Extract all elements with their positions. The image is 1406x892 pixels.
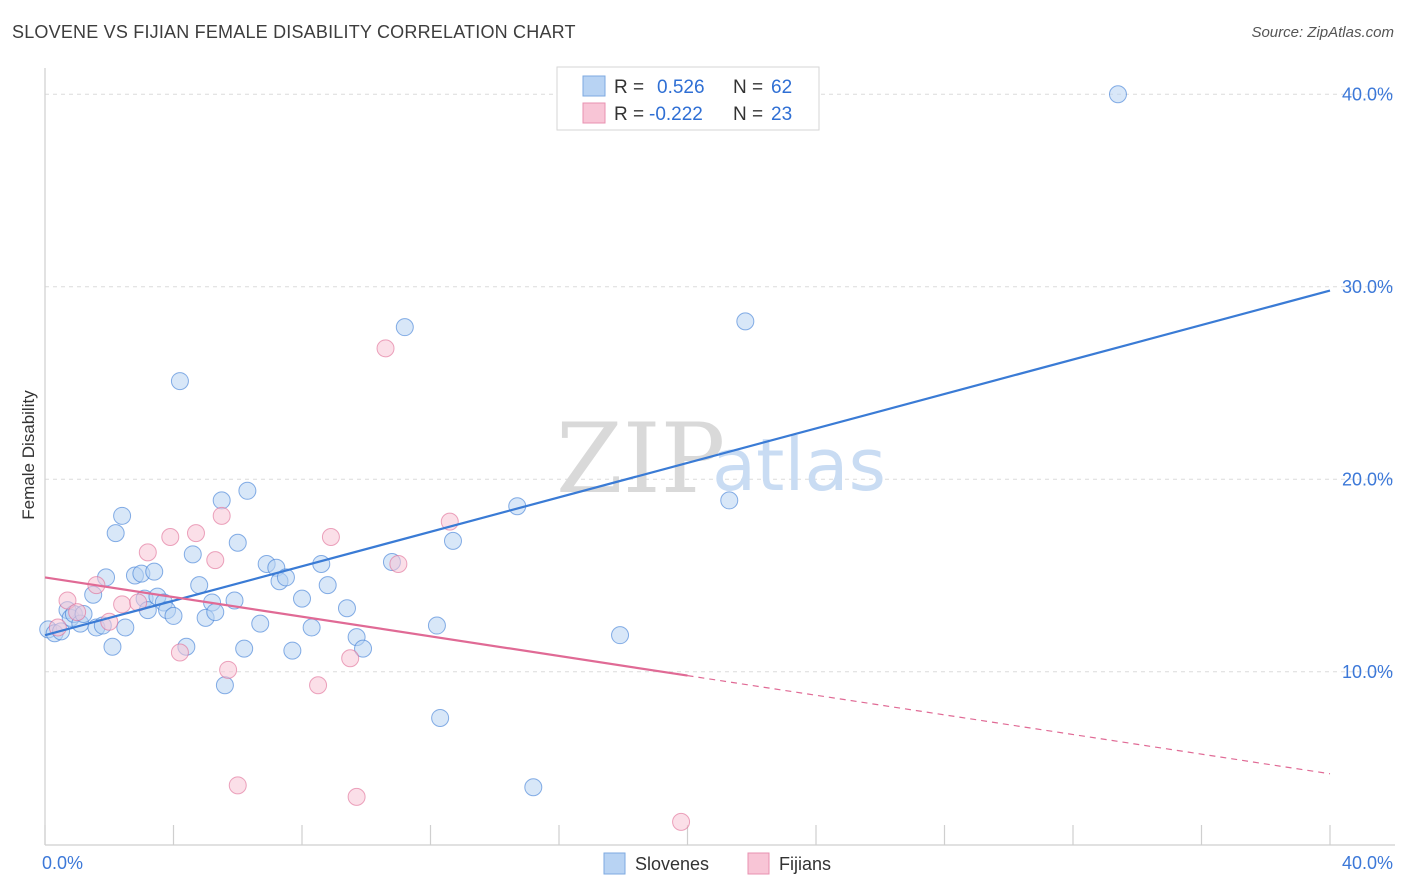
slovenes-point-15 [116,618,135,637]
slovenes-point-36 [235,639,254,658]
watermark-atlas: atlas [712,423,886,507]
chart-title: SLOVENE VS FIJIAN FEMALE DISABILITY CORR… [12,22,576,42]
fijians-point-11 [206,551,225,570]
slovenes-point-31 [206,603,225,622]
slovenes-point-27 [183,545,202,564]
x-tick-labels: 0.0% 40.0% [42,853,1393,873]
y-tick-label-3: 40.0% [1342,84,1393,104]
legend-n-value-2: 23 [771,104,792,125]
fijians-point-10 [186,524,205,543]
slovenes-point-35 [228,533,247,552]
slovenes-point-14 [113,506,132,525]
slovenes-point-57 [524,778,543,797]
slovenes-point-42 [276,568,295,587]
fijians-point-16 [321,528,340,546]
y-tick-label-0: 10.0% [1342,662,1393,682]
legend-r-label-2: R = [614,104,644,125]
slovenes-point-52 [395,318,414,337]
slovenes-point-59 [720,491,739,510]
slovenes-point-13 [106,524,125,543]
slovenes-trend-line [44,289,1331,637]
legend-box: R = 0.526 N = 62 R = -0.222 N = 23 [556,66,820,131]
legend-r-value-1: 0.526 [657,77,705,98]
slovenes-point-55 [443,531,462,550]
slovenes-point-25 [170,372,189,391]
slovenes-point-45 [302,618,321,637]
legend-n-label-1: N = [733,77,763,98]
fijians-point-7 [138,543,157,562]
fijians-point-14 [228,776,247,795]
bottom-legend-swatch-slovenes [603,852,626,875]
source-label: Source: ZipAtlas.com [1251,24,1394,41]
slovenes-point-44 [293,589,311,608]
axes [44,68,1395,846]
slovenes-point-58 [611,626,630,645]
slovenes-point-37 [238,481,257,500]
fijians-point-12 [212,506,231,525]
fijians-trend-line-extension [687,675,1331,775]
slovenes-point-53 [427,616,446,635]
fijians-point-19 [376,339,395,358]
slovenes-point-32 [212,491,231,510]
fijians-point-15 [309,676,328,695]
fijians-point-2 [68,603,87,622]
bottom-legend-swatch-fijians [747,852,770,875]
bottom-legend: Slovenes Fijians [603,852,831,875]
legend-n-label-2: N = [733,104,763,125]
slovenes-point-50 [354,639,373,658]
bottom-legend-label-slovenes: Slovenes [635,854,709,874]
slovenes-point-28 [190,576,209,595]
fijians-point-22 [672,812,691,831]
legend-r-label-1: R = [614,77,644,98]
x-tick-label-1: 40.0% [1342,853,1393,873]
y-tick-labels: 10.0% 20.0% 30.0% 40.0% [1342,84,1393,682]
fijians-point-5 [113,595,132,614]
y-axis-label: Female Disability [19,390,38,520]
slovenes-point-43 [283,641,302,660]
legend-n-value-1: 62 [771,77,792,98]
legend-swatch-slovenes [582,75,606,97]
y-tick-label-2: 30.0% [1342,277,1393,297]
slovenes-point-38 [251,614,270,633]
slovenes-point-61 [1108,85,1127,104]
x-tick-label-0: 0.0% [42,853,83,873]
series-points [39,85,1127,831]
slovenes-point-47 [318,576,337,595]
slovenes-point-33 [215,676,234,695]
fijians-point-17 [341,649,360,668]
grid-lines [45,93,1395,673]
slovenes-point-60 [736,312,755,331]
slovenes-point-12 [103,637,122,656]
series-fijians [48,339,691,831]
legend-r-value-2: -0.222 [649,104,703,125]
fijians-point-18 [347,787,366,806]
slovenes-point-54 [431,708,450,727]
slovenes-point-46 [312,554,331,573]
y-tick-label-1: 20.0% [1342,469,1393,489]
slovenes-point-48 [337,599,356,618]
slovenes-point-24 [164,606,183,625]
fijians-point-13 [219,660,238,679]
watermark: ZIP atlas [556,403,886,515]
legend-swatch-fijians [582,102,606,124]
trend-lines [44,289,1331,775]
fijians-point-9 [170,643,189,662]
fijians-trend-line [44,576,688,677]
fijians-point-20 [389,554,408,573]
fijians-point-8 [161,528,180,546]
fijians-point-1 [58,591,77,610]
slovenes-point-20 [145,562,164,581]
bottom-legend-label-fijians: Fijians [779,854,831,874]
watermark-zip: ZIP [556,403,725,515]
